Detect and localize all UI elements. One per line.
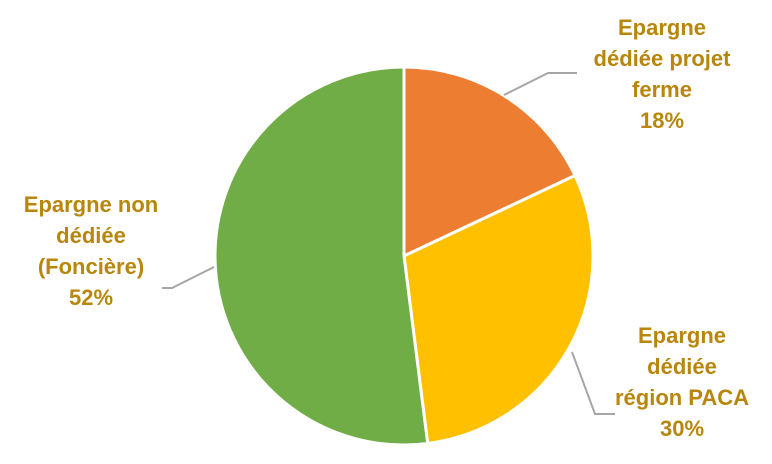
label-line: Epargne non [23,192,159,217]
leader-line-fonciere [162,266,215,289]
label-line: ferme [632,77,692,102]
leader-line-projet-ferme [503,72,577,96]
leader-line-region-paca [571,351,615,415]
percent-label: 30% [659,416,705,441]
pie-slice-projet-ferme [402,65,577,258]
slice-label-fonciere: Epargne non dédiée (Foncière) 52% [2,189,180,313]
label-line: région PACA [614,385,750,410]
label-line: (Foncière) [37,254,145,279]
label-line: dédiée [56,223,126,248]
label-line: Epargne [617,15,707,40]
label-line: dédiée projet [593,46,731,71]
pie-slice-fonciere [213,65,430,447]
percent-label: 18% [639,108,685,133]
label-line: dédiée [647,354,717,379]
percent-label: 52% [68,285,114,310]
slice-label-region-paca: Epargne dédiée région PACA 30% [597,320,767,444]
slice-label-projet-ferme: Epargne dédiée projet ferme 18% [572,12,752,136]
pie-slice-region-paca [402,174,595,446]
label-line: Epargne [637,323,727,348]
